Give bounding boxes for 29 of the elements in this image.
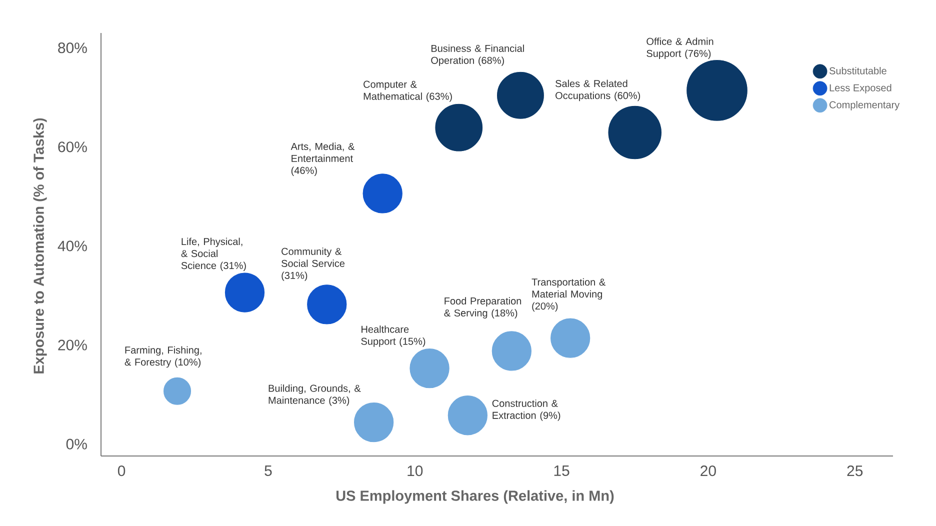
legend-label: Less Exposed bbox=[830, 84, 892, 94]
annotation: Healthcare Support (15%) bbox=[361, 326, 426, 347]
x-tick-label: 5 bbox=[264, 466, 272, 476]
y-tick-label: 60% bbox=[58, 142, 87, 152]
annotation: Farming, Fishing, & Forestry (10%) bbox=[124, 346, 202, 368]
annotation: Life, Physical, & Social Science (31%) bbox=[181, 238, 246, 272]
x-tick-label: 25 bbox=[847, 466, 863, 476]
x-tick-label: 0 bbox=[118, 466, 126, 476]
annotation: Transportation & Material Moving (20%) bbox=[532, 278, 606, 312]
annotation: Office & Admin Support (76%) bbox=[646, 38, 714, 59]
annotation: Computer & Mathematical (63%) bbox=[364, 80, 452, 102]
y-tick-label: 20% bbox=[58, 340, 87, 350]
legend-label: Complementary bbox=[830, 101, 900, 110]
x-axis-title: US Employment Shares (Relative, in Mn) bbox=[336, 490, 614, 504]
legend-label: Substitutable bbox=[830, 67, 886, 74]
annotation: Community & Social Service (31%) bbox=[282, 248, 345, 281]
y-axis-title: Exposure to Automation (% of Tasks) bbox=[33, 118, 47, 374]
annotation: Food Preparation & Serving (18%) bbox=[444, 297, 522, 318]
x-tick-label: 15 bbox=[554, 466, 570, 476]
y-tick-label: 80% bbox=[58, 42, 87, 54]
annotation: Sales & Related Occupations (60%) bbox=[556, 80, 640, 102]
y-tick-label: 40% bbox=[58, 240, 87, 252]
x-tick-label: 10 bbox=[408, 466, 423, 476]
y-tick-label: 0% bbox=[66, 438, 87, 450]
x-tick-label: 20 bbox=[700, 466, 716, 476]
annotation: Arts, Media, & Entertainment (46%) bbox=[290, 142, 355, 176]
annotation: Construction & Extraction (9%) bbox=[492, 400, 560, 421]
annotation: Business & Financial Operation (68%) bbox=[431, 44, 524, 66]
annotation: Building, Grounds, & Maintenance (3%) bbox=[268, 384, 361, 406]
